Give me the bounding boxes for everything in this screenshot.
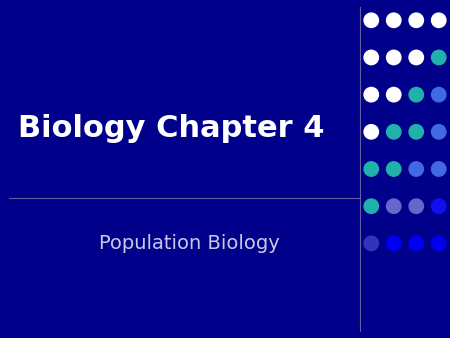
Ellipse shape	[387, 199, 401, 213]
Ellipse shape	[387, 162, 401, 176]
Ellipse shape	[387, 50, 401, 65]
Ellipse shape	[364, 162, 378, 176]
Ellipse shape	[432, 13, 446, 27]
Ellipse shape	[432, 88, 446, 102]
Ellipse shape	[409, 125, 423, 139]
Ellipse shape	[364, 50, 378, 65]
Ellipse shape	[432, 50, 446, 65]
Ellipse shape	[387, 88, 401, 102]
Ellipse shape	[387, 13, 401, 27]
Ellipse shape	[387, 236, 401, 250]
Ellipse shape	[409, 50, 423, 65]
Ellipse shape	[364, 199, 378, 213]
Ellipse shape	[364, 236, 378, 250]
Ellipse shape	[432, 199, 446, 213]
Ellipse shape	[387, 125, 401, 139]
Ellipse shape	[432, 162, 446, 176]
Ellipse shape	[409, 236, 423, 250]
Text: Population Biology: Population Biology	[99, 234, 279, 253]
Text: Biology Chapter 4: Biology Chapter 4	[18, 114, 324, 143]
Ellipse shape	[364, 13, 378, 27]
Ellipse shape	[364, 125, 378, 139]
Ellipse shape	[364, 88, 378, 102]
Ellipse shape	[409, 13, 423, 27]
Ellipse shape	[432, 236, 446, 250]
Ellipse shape	[409, 162, 423, 176]
Ellipse shape	[432, 125, 446, 139]
Ellipse shape	[409, 88, 423, 102]
Ellipse shape	[409, 199, 423, 213]
